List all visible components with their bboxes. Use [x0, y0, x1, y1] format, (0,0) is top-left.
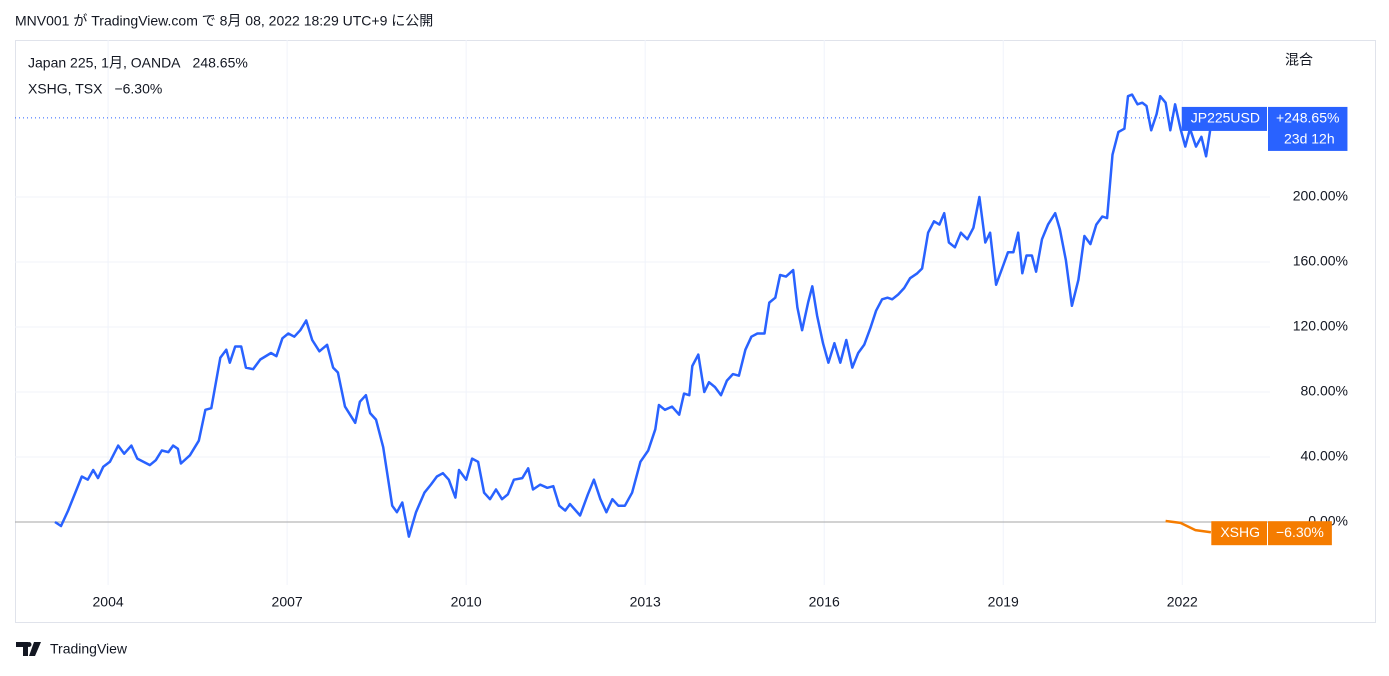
y-tick-label: 200.00% [1293, 188, 1348, 204]
x-tick-label: 2019 [988, 594, 1019, 610]
legend-value: 248.65% [193, 55, 248, 71]
y-tick-label: 40.00% [1301, 448, 1348, 464]
price-tag-value: +248.65% [1276, 110, 1339, 126]
y-tick-label: 160.00% [1293, 253, 1348, 269]
symbol-tag-label: JP225USD [1191, 110, 1260, 126]
tradingview-logo [16, 642, 41, 656]
scale-mode: 混合 [1285, 52, 1313, 68]
legend-name: Japan 225, 1月, OANDA [28, 55, 181, 71]
x-tick-label: 2007 [272, 594, 303, 610]
x-tick-label: 2010 [451, 594, 482, 610]
symbol-tag [1211, 521, 1267, 546]
legend-value: −6.30% [114, 81, 162, 97]
countdown: 23d 12h [1284, 131, 1335, 147]
y-tick-label: 80.00% [1301, 383, 1348, 399]
series-line [54, 93, 1216, 538]
chart-frame [15, 40, 1376, 623]
symbol-tag [1181, 106, 1267, 131]
price-tag [1268, 521, 1332, 546]
publish-header: MNV001 が TradingView.com で 8月 08, 2022 1… [15, 13, 433, 29]
brand: TradingView [50, 641, 128, 657]
price-tag-value: −6.30% [1276, 524, 1324, 540]
price-tag [1268, 106, 1348, 151]
y-tick-label: 120.00% [1293, 318, 1348, 334]
x-tick-label: 2022 [1167, 594, 1198, 610]
x-tick-label: 2004 [93, 594, 124, 610]
x-tick-label: 2013 [630, 594, 661, 610]
symbol-tag-label: XSHG [1220, 524, 1260, 540]
series-line [1165, 519, 1212, 534]
x-tick-label: 2016 [809, 594, 840, 610]
legend-name: XSHG, TSX [28, 81, 103, 97]
